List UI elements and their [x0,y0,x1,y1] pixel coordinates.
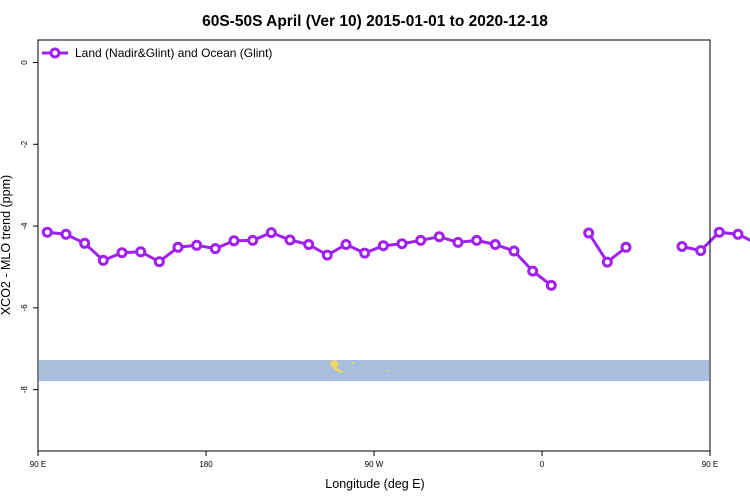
y-tick-label: -4 [20,222,29,230]
data-point [209,243,221,255]
data-point [153,256,165,268]
data-point [191,239,203,251]
plot-frame [37,39,711,452]
data-point [695,245,707,257]
data-point [601,256,613,268]
data-point [377,240,389,252]
y-tick-label: -6 [20,304,29,312]
legend-label: Land (Nadir&Glint) and Ocean (Glint) [75,46,272,60]
data-point [396,238,408,250]
data-point [60,228,72,240]
series-line-segment [47,230,553,287]
data-point [415,234,427,246]
x-tick-label: 90 E [702,460,718,469]
data-point [527,265,539,277]
latitude-band-map [39,360,709,381]
data-point [116,247,128,259]
data-point [732,228,744,240]
data-point [489,239,501,250]
data-point [79,237,91,249]
data-point [172,241,184,253]
y-tick-label: -2 [20,140,29,148]
data-point [676,241,688,252]
data-point [471,234,483,246]
y-tick-label: -8 [20,386,29,394]
x-tick-label: 90 W [365,460,384,469]
data-point [247,234,259,246]
data-point [41,226,53,238]
x-tick-label: 90 E [30,460,46,469]
data-point [340,239,352,250]
data-point [452,236,464,248]
data-point [713,226,725,238]
falkland-islands-land [351,362,354,364]
data-point [359,247,371,259]
south-georgia-land [387,370,389,372]
data-point [321,249,333,261]
data-point [228,235,240,247]
data-point [135,246,147,258]
x-axis-label: Longitude (deg E) [325,477,424,491]
data-point [583,227,595,239]
x-tick-label: 0 [540,460,545,469]
data-point [265,227,277,239]
data-point [545,279,557,291]
data-point [508,245,520,257]
legend-marker-symbol [49,47,61,59]
data-point [97,254,109,266]
data-point [620,241,632,253]
data-point [433,231,445,243]
chart-title: 60S-50S April (Ver 10) 2015-01-01 to 202… [202,13,548,30]
y-axis-label: XCO2 - MLO trend (ppm) [0,175,13,315]
data-point [284,234,296,246]
x-tick-label: 180 [199,460,213,469]
data-point [303,239,315,250]
y-tick-label: 0 [20,60,29,65]
legend: Land (Nadir&Glint) and Ocean (Glint) [42,46,272,60]
south-america-tip-land [330,360,344,373]
